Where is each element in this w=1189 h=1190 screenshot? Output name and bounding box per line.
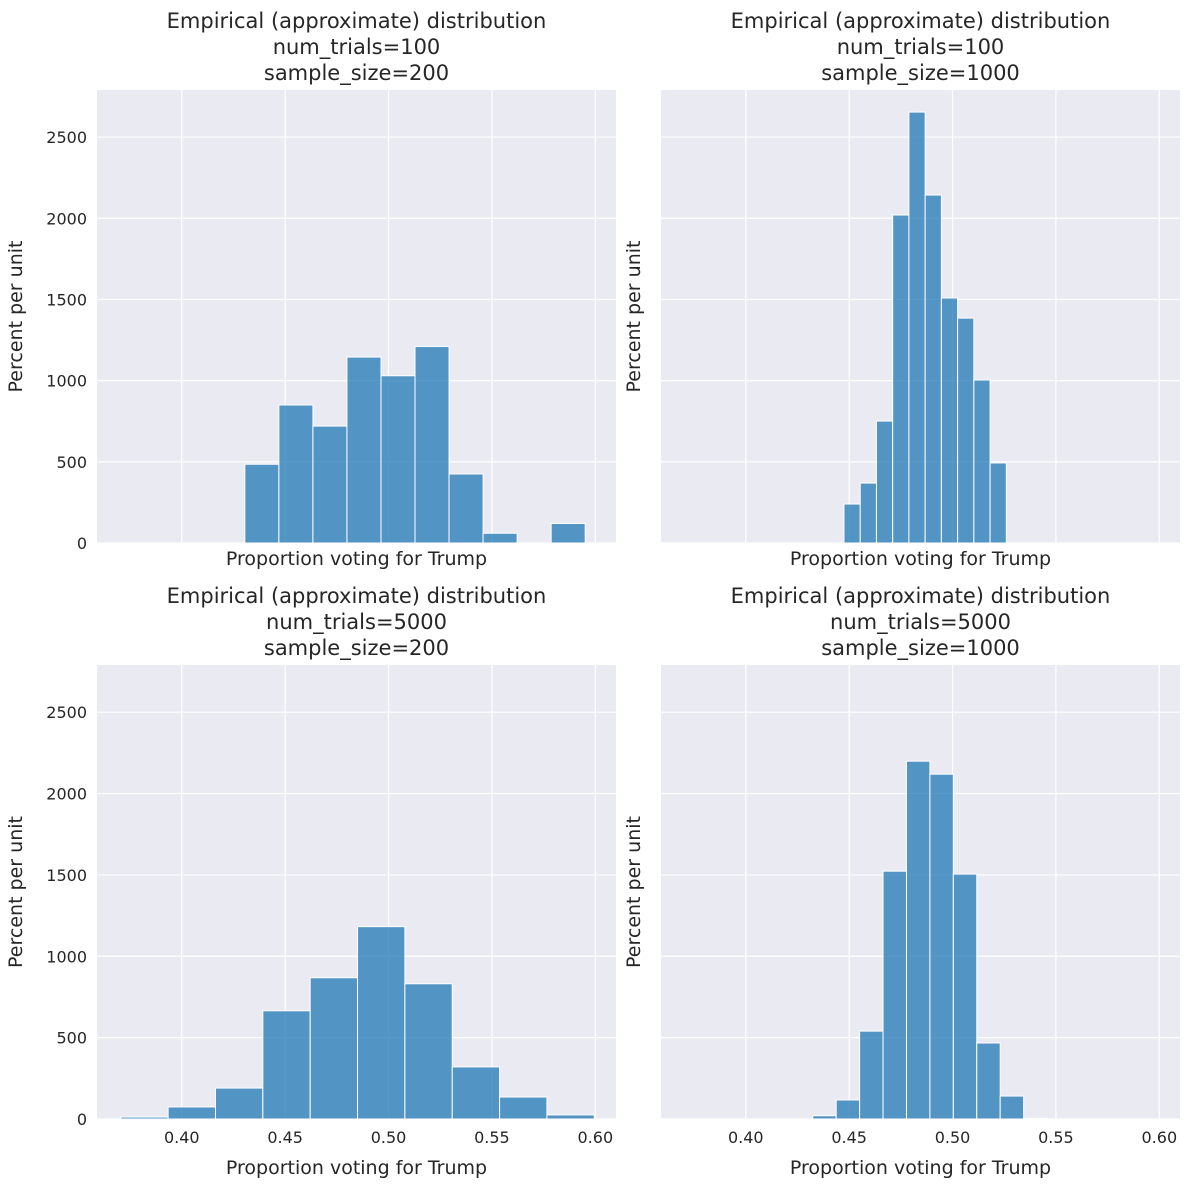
subplot-title-line: Empirical (approximate) distribution xyxy=(167,9,547,33)
subplot-title-line: sample_size=1000 xyxy=(821,61,1020,86)
x-tick-label: 0.40 xyxy=(164,1128,200,1147)
histogram-bar xyxy=(404,983,453,1120)
subplot-2: Empirical (approximate) distributionnum_… xyxy=(623,9,1180,570)
y-axis-label: Percent per unit xyxy=(623,816,645,968)
histogram-bar xyxy=(346,356,382,544)
y-tick-label: 2500 xyxy=(46,703,87,722)
histogram-bar xyxy=(309,977,359,1120)
x-tick-label: 0.55 xyxy=(474,1128,510,1147)
y-tick-label: 1500 xyxy=(46,866,87,885)
subplot-title-line: sample_size=200 xyxy=(264,61,449,86)
histogram-bar xyxy=(120,1116,169,1120)
histogram-bar xyxy=(357,926,406,1120)
x-tick-label: 0.50 xyxy=(371,1128,407,1147)
histogram-bar xyxy=(451,1066,501,1120)
x-tick-label: 0.50 xyxy=(935,1128,971,1147)
subplot-title-line: Empirical (approximate) distribution xyxy=(731,9,1111,33)
y-axis-label: Percent per unit xyxy=(623,241,645,393)
y-tick-label: 500 xyxy=(56,1029,87,1048)
histogram-bar xyxy=(167,1106,216,1120)
y-axis-label: Percent per unit xyxy=(5,816,27,968)
histogram-bar xyxy=(882,870,907,1120)
x-axis-label: Proportion voting for Trump xyxy=(790,1157,1051,1179)
subplot-title-line: Empirical (approximate) distribution xyxy=(731,584,1111,608)
histogram-bar xyxy=(924,194,942,544)
y-tick-label: 500 xyxy=(56,453,87,472)
x-tick-label: 0.45 xyxy=(267,1128,303,1147)
histogram-bar xyxy=(859,482,877,544)
y-tick-label: 1000 xyxy=(46,372,87,391)
x-tick-label: 0.55 xyxy=(1038,1128,1074,1147)
histogram-bar xyxy=(448,473,484,544)
histogram-bar xyxy=(973,379,991,544)
histogram-bar xyxy=(843,503,861,544)
histogram-bar xyxy=(892,214,910,544)
histogram-bar xyxy=(905,760,931,1120)
histogram-bar xyxy=(262,1010,311,1120)
histogram-bar xyxy=(908,111,926,544)
histogram-bar xyxy=(952,873,978,1120)
histogram-bar xyxy=(244,463,280,544)
y-tick-label: 1500 xyxy=(46,290,87,309)
histogram-bar xyxy=(957,317,975,544)
y-tick-label: 2000 xyxy=(46,209,87,228)
x-tick-label: 0.60 xyxy=(578,1128,614,1147)
histogram-bar xyxy=(312,425,348,544)
subplot-4: 0.40 0.45 0.50 0.55 0.60 Empirical (approxima… xyxy=(623,584,1180,1179)
y-tick-label: 0 xyxy=(77,1110,87,1129)
histogram-bar xyxy=(414,346,450,544)
histogram-bar xyxy=(835,1099,861,1120)
histogram-bar xyxy=(875,420,894,544)
subplot-title-line: num_trials=100 xyxy=(273,35,441,60)
histogram-bar xyxy=(999,1095,1025,1120)
histogram-bar xyxy=(214,1087,264,1120)
x-tick-label: 0.40 xyxy=(728,1128,764,1147)
histogram-bar xyxy=(940,297,959,544)
histogram-bar xyxy=(1023,1117,1048,1120)
subplot-1: 0 500 1000 1500 2000 2500 Empirical (approxima… xyxy=(5,9,616,570)
histogram-bar xyxy=(989,462,1007,544)
histogram-bar xyxy=(929,773,954,1120)
histogram-bar xyxy=(859,1030,884,1120)
x-axis-label: Proportion voting for Trump xyxy=(790,548,1051,570)
histogram-bar xyxy=(278,404,314,544)
y-tick-label: 0 xyxy=(77,534,87,553)
subplot-title-line: sample_size=200 xyxy=(264,636,449,661)
histogram-bar xyxy=(482,532,518,544)
y-tick-label: 1000 xyxy=(46,947,87,966)
subplot-title-line: num_trials=5000 xyxy=(266,610,447,635)
subplot-3: 0 500 1000 1500 2000 2500 0.40 0.45 0.50 0.55 0.60… xyxy=(5,584,616,1179)
subplot-title-line: num_trials=5000 xyxy=(830,610,1011,635)
subplot-title-line: sample_size=1000 xyxy=(821,636,1020,661)
x-tick-label: 0.60 xyxy=(1142,1128,1178,1147)
histogram-bar xyxy=(380,375,416,544)
histogram-bar xyxy=(812,1115,837,1120)
histogram-bar xyxy=(976,1042,1001,1120)
x-axis-label: Proportion voting for Trump xyxy=(226,1157,487,1179)
histogram-bar xyxy=(550,523,586,544)
histogram-bar xyxy=(499,1096,548,1120)
x-tick-label: 0.45 xyxy=(831,1128,867,1147)
x-axis-label: Proportion voting for Trump xyxy=(226,548,487,570)
subplot-title-line: Empirical (approximate) distribution xyxy=(167,584,547,608)
y-axis-label: Percent per unit xyxy=(5,241,27,393)
histogram-bar xyxy=(546,1114,595,1120)
y-tick-label: 2500 xyxy=(46,128,87,147)
subplot-title-line: num_trials=100 xyxy=(837,35,1005,60)
y-tick-label: 2000 xyxy=(46,785,87,804)
